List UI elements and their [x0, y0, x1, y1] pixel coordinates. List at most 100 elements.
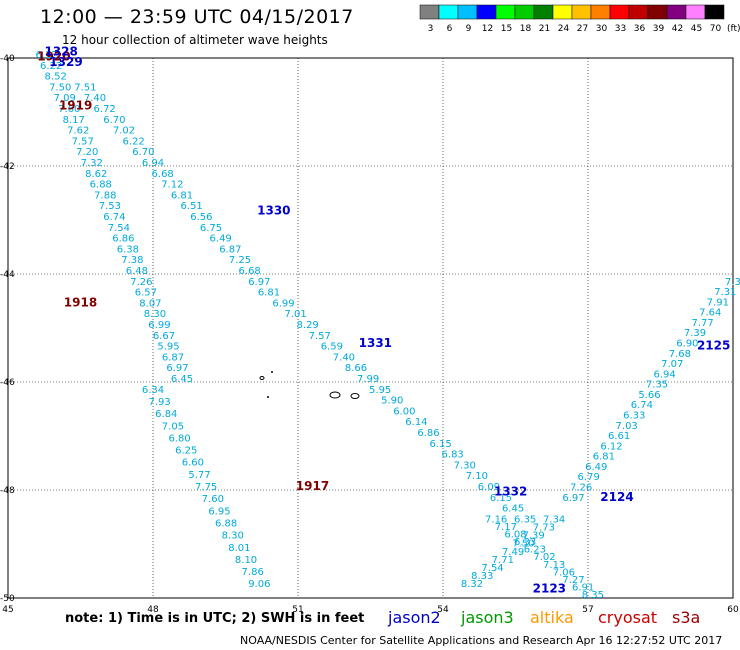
swh-value: 7.13: [543, 560, 565, 571]
swh-value: 6.70: [103, 115, 125, 126]
pass-time-label: 2124: [600, 490, 633, 504]
swh-value: 6.33: [514, 537, 536, 548]
colorbar-label: 9: [466, 24, 472, 34]
legend-jason2: jason2: [388, 608, 441, 627]
islands: [259, 371, 360, 399]
colorbar: 3 6 9 12 15 18 21 24 27 30 33 36 39 42 45 70 (ft): [419, 4, 740, 34]
x-tick-label: 60: [727, 605, 739, 615]
swh-value: 5.77: [188, 470, 210, 481]
swh-value: 7.17: [495, 522, 517, 533]
swh-value: 7.57: [72, 136, 94, 147]
colorbar-swatch: [647, 4, 668, 20]
swh-value: 6.51: [181, 201, 203, 212]
pass-time-label: 1329: [49, 55, 82, 69]
swh-value: 6.88: [215, 518, 237, 529]
swh-value: 7.02: [533, 552, 555, 563]
pass-time-label: 1917: [296, 479, 329, 493]
swh-value: 6.22: [40, 61, 62, 72]
swh-value: 6.86: [417, 428, 439, 439]
chart-title: 12:00 — 23:59 UTC 04/15/2017: [40, 6, 354, 28]
swh-value: 7.86: [242, 567, 264, 578]
y-tick-label: -50: [0, 594, 15, 604]
swh-value: 7.10: [466, 471, 488, 482]
grid: [7, 57, 734, 599]
swh-value: 8.01: [228, 543, 250, 554]
colorbar-label: 33: [615, 24, 626, 34]
swh-value: 6.99: [272, 298, 294, 309]
swh-value: 6.25: [175, 446, 197, 457]
swh-value: 8.66: [345, 363, 367, 374]
swh-value: 7.40: [84, 93, 106, 104]
swh-value: 7.12: [161, 180, 183, 191]
swh-value: 6.15: [490, 493, 512, 504]
swh-value: 7.32: [81, 158, 103, 169]
swh-value: 7.54: [481, 563, 503, 574]
swh-value: 9.06: [248, 579, 270, 590]
colorbar-swatch: [476, 4, 497, 20]
colorbar-label: 70: [710, 24, 722, 34]
swh-value: 6.56: [190, 212, 212, 223]
swh-value: 6.74: [631, 400, 653, 411]
colorbar-label: 21: [539, 24, 550, 34]
swh-value: 7.25: [229, 255, 251, 266]
swh-value: 7.3: [725, 277, 740, 288]
colorbar-swatch: [552, 4, 573, 20]
swh-value: 5.66: [638, 390, 660, 401]
swh-value: 6.45: [502, 504, 524, 515]
swh-value: 7.54: [108, 223, 130, 234]
x-tick-label: 54: [437, 605, 449, 615]
colorbar-label: 12: [482, 24, 493, 34]
legend-jason3: jason3: [461, 608, 514, 627]
swh-value: 7.77: [691, 318, 713, 329]
colorbar-label: 6: [447, 24, 453, 34]
x-tick-label: 45: [2, 605, 13, 615]
island: [267, 396, 269, 398]
swh-value: 7.57: [309, 331, 331, 342]
legend-altika: altika: [530, 608, 574, 627]
colorbar-swatch: [533, 4, 554, 20]
colorbar-swatch: [609, 4, 630, 20]
colorbar-label: 15: [501, 24, 512, 34]
swh-value: 7.26: [570, 483, 592, 494]
swh-value: 8.35: [582, 590, 604, 601]
swh-value: 8.52: [45, 72, 67, 83]
colorbar-swatch: [457, 4, 478, 20]
swh-value: 6.94: [654, 369, 676, 380]
swh-value: 7.39: [684, 328, 706, 339]
swh-value: 6.87: [219, 244, 241, 255]
pass-time-label: 2123: [533, 582, 566, 596]
swh-value: 8.32: [461, 579, 483, 590]
pass-time-label: 1918: [64, 295, 97, 309]
legend-s3a: s3a: [672, 608, 701, 627]
swh-value: 7.50: [512, 539, 534, 550]
swh-value: 7.03: [616, 421, 638, 432]
swh-value: 7.60: [58, 104, 80, 115]
chart-subtitle: 12 hour collection of altimeter wave hei…: [62, 33, 328, 47]
pass-time-label: 1330: [257, 204, 290, 218]
note-text: note: 1) Time is in UTC; 2) SWH is in fe…: [65, 611, 365, 626]
swh-value: 6.35: [514, 514, 536, 525]
swh-value: 7.38: [121, 255, 143, 266]
swh-value: 7.75: [195, 482, 217, 493]
colorbar-unit: (ft): [727, 24, 740, 34]
colorbar-swatch: [685, 4, 706, 20]
swh-value: 7.73: [533, 523, 555, 534]
swh-value: 6.81: [258, 288, 280, 299]
swh-value: 6.91: [572, 582, 594, 593]
y-tick-label: -44: [0, 270, 15, 280]
island: [329, 391, 341, 399]
colorbar-label: 24: [558, 24, 570, 34]
colorbar-label: 3: [428, 24, 434, 34]
colorbar-swatch: [704, 4, 725, 20]
swh-value: 8.29: [297, 320, 319, 331]
island: [350, 393, 360, 399]
pass-time-label: 1331: [359, 336, 392, 350]
swh-value: 6.94: [142, 158, 164, 169]
swh-value: 7.06: [553, 567, 575, 578]
swh-value: 7.49: [502, 547, 524, 558]
swh-value: 6.74: [103, 212, 125, 223]
swh-value: 7.20: [76, 147, 98, 158]
swh-value: 6.70: [132, 147, 154, 158]
